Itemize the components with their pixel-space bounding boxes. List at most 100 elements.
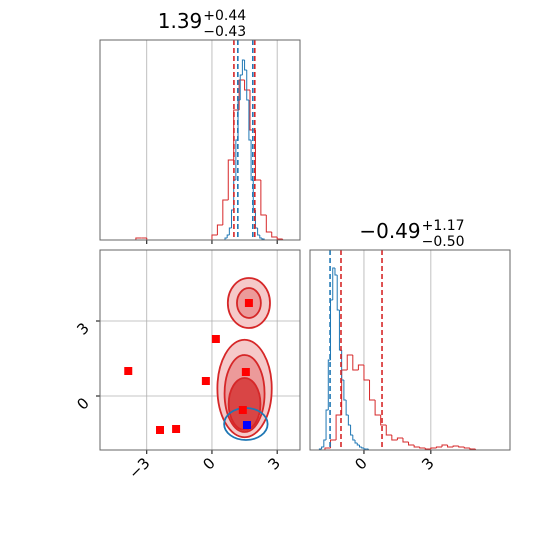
hist-step xyxy=(430,447,437,449)
hist-step xyxy=(441,444,448,447)
hist-step xyxy=(146,238,153,240)
hist-step xyxy=(374,400,381,416)
hist-step xyxy=(341,350,344,381)
hist-step xyxy=(254,130,261,181)
hist-step xyxy=(358,445,362,448)
hist-step xyxy=(239,74,243,100)
hist-step xyxy=(347,415,351,426)
hist-step xyxy=(435,446,442,448)
hist-step xyxy=(135,237,142,240)
hist-step xyxy=(336,275,340,311)
hist-step xyxy=(346,354,353,370)
hist-step xyxy=(350,425,353,436)
hist-step xyxy=(324,447,331,450)
panel-frame xyxy=(309,249,511,451)
y-tick-label: 0 xyxy=(73,394,92,413)
point xyxy=(238,406,247,414)
x-tick-label: 0 xyxy=(199,454,218,473)
hist-step xyxy=(228,227,232,235)
title-upper: +0.44 xyxy=(203,8,246,24)
hist-step xyxy=(233,109,240,160)
hist-step xyxy=(469,448,476,450)
hist-step xyxy=(248,100,252,141)
hist-step xyxy=(463,447,470,449)
hist-step xyxy=(224,237,228,240)
hist-step xyxy=(282,239,289,240)
hist-step xyxy=(391,435,398,441)
hist-step xyxy=(356,443,360,446)
x-tick-label: −3 xyxy=(125,454,153,482)
hist-step xyxy=(474,449,482,450)
hist-step xyxy=(271,232,278,238)
hist-step xyxy=(458,446,465,448)
hist-step xyxy=(361,447,364,449)
title-upper: +1.17 xyxy=(422,218,465,234)
x-tick-label: 3 xyxy=(265,454,284,473)
hist-step xyxy=(352,355,359,371)
hist-step xyxy=(241,59,245,75)
hist-step xyxy=(424,448,431,450)
hist-step xyxy=(363,365,370,381)
hist-step xyxy=(345,400,349,416)
hist-step xyxy=(343,380,347,401)
point xyxy=(242,421,251,429)
point xyxy=(201,377,210,385)
point xyxy=(124,367,133,375)
hist-step xyxy=(357,364,364,370)
hist-step xyxy=(227,159,234,200)
hist-step xyxy=(354,440,358,444)
hist-step xyxy=(385,425,392,436)
panel-title: 1.39 xyxy=(158,9,203,33)
hist-step xyxy=(325,409,329,440)
title-value: −0.49 xyxy=(359,219,420,243)
hist-step xyxy=(257,228,260,236)
hist-step xyxy=(380,415,387,426)
point xyxy=(172,425,181,433)
hist-step xyxy=(231,209,234,228)
hist-step xyxy=(216,224,223,235)
hist-step xyxy=(222,199,229,225)
hist-step xyxy=(352,435,356,441)
hist-step xyxy=(402,438,409,443)
hist-step xyxy=(244,80,250,91)
hist-step xyxy=(334,268,338,276)
x-tick-label: 0 xyxy=(351,454,370,473)
title-value: 1.39 xyxy=(158,9,203,33)
hist-step xyxy=(447,445,454,448)
panel xyxy=(318,250,487,450)
panel-frame xyxy=(99,39,301,241)
hist-step xyxy=(332,267,335,300)
hist-step xyxy=(408,442,415,446)
panel-title: −0.49 xyxy=(359,219,420,243)
title-lower: −0.50 xyxy=(422,234,465,250)
hist-step xyxy=(259,235,262,239)
hist-step xyxy=(369,380,376,401)
hist-step xyxy=(419,447,426,449)
hist-step xyxy=(323,439,327,447)
y-tick-label: 3 xyxy=(73,319,92,338)
x-tick-label: 3 xyxy=(418,454,437,473)
hist-step xyxy=(452,445,459,447)
hist-step xyxy=(244,60,247,71)
hist-step xyxy=(265,215,272,233)
panel xyxy=(114,40,289,240)
hist-step xyxy=(363,448,367,450)
hist-step xyxy=(260,180,267,216)
hist-step xyxy=(254,210,258,229)
hist-step xyxy=(211,234,218,240)
panel xyxy=(100,250,300,450)
point xyxy=(211,335,220,343)
hist-step xyxy=(276,237,283,240)
title-lower: −0.43 xyxy=(203,24,246,40)
point xyxy=(244,299,253,307)
hist-step xyxy=(396,437,403,440)
point xyxy=(156,426,164,434)
hist-step xyxy=(246,70,249,101)
hist-step xyxy=(367,449,371,450)
panel-frame xyxy=(99,249,301,451)
hist-step xyxy=(321,446,324,449)
hist-step xyxy=(327,359,331,410)
hist-step xyxy=(330,439,337,448)
point xyxy=(241,368,250,376)
